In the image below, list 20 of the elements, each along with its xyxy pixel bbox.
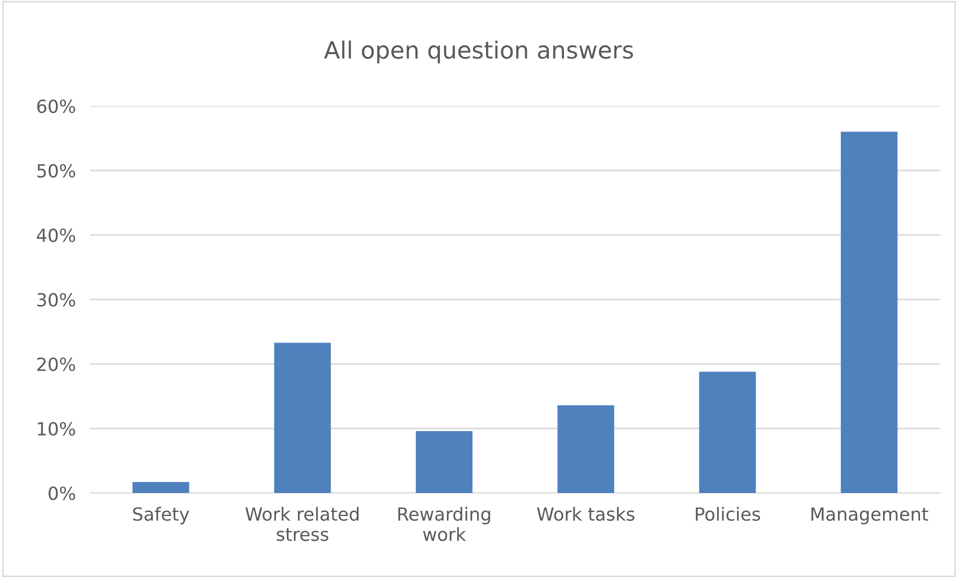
x-tick-label: Work related stress [245,506,359,542]
x-tick-label: Safety [133,506,190,524]
y-tick-label: 30% [37,292,76,307]
bar [699,372,756,493]
x-tick-label: Rewarding work [398,506,490,542]
y-tick-label: 10% [38,422,76,436]
y-tick-label: 0% [48,486,76,500]
chart-title: All open question answers [324,40,633,64]
x-tick-label: Management [811,507,928,524]
bar [132,482,190,493]
bar [840,132,898,493]
y-tick-label: 20% [37,357,76,372]
y-tick-label: 50% [37,164,76,178]
bar [558,405,614,493]
x-tick-label: Work tasks [537,506,634,521]
bar [416,431,472,493]
y-tick-label: 60% [37,99,76,114]
bar [274,342,331,493]
y-tick-label: 40% [36,228,76,242]
x-tick-label: Policies [696,506,760,521]
